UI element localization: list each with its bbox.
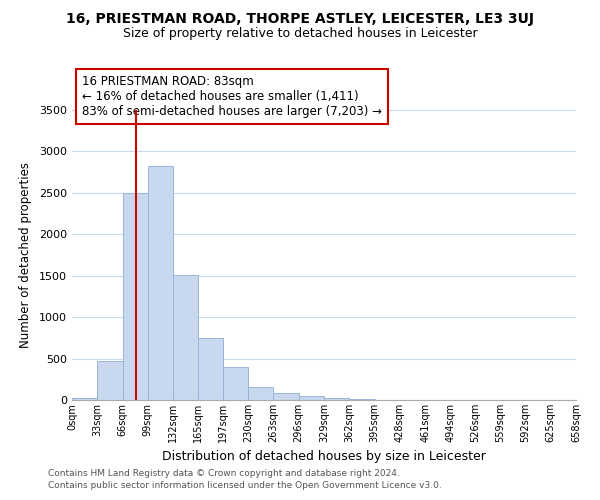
Bar (199, 338, 223, 400)
Y-axis label: Number of detached properties: Number of detached properties (19, 162, 32, 348)
Bar (148, 166, 173, 400)
Bar (324, 398, 349, 400)
Bar (173, 275, 199, 400)
Bar (223, 368, 248, 400)
Bar (122, 193, 148, 400)
Bar (274, 392, 299, 400)
Bar (72, 398, 97, 400)
Text: 16 PRIESTMAN ROAD: 83sqm
← 16% of detached houses are smaller (1,411)
83% of sem: 16 PRIESTMAN ROAD: 83sqm ← 16% of detach… (82, 75, 382, 118)
Text: Contains public sector information licensed under the Open Government Licence v3: Contains public sector information licen… (48, 481, 442, 490)
Bar (248, 387, 274, 400)
Bar (299, 396, 324, 400)
Text: Contains HM Land Registry data © Crown copyright and database right 2024.: Contains HM Land Registry data © Crown c… (48, 468, 400, 477)
Text: Size of property relative to detached houses in Leicester: Size of property relative to detached ho… (122, 28, 478, 40)
Bar (349, 399, 374, 400)
X-axis label: Distribution of detached houses by size in Leicester: Distribution of detached houses by size … (162, 450, 486, 464)
Text: 16, PRIESTMAN ROAD, THORPE ASTLEY, LEICESTER, LE3 3UJ: 16, PRIESTMAN ROAD, THORPE ASTLEY, LEICE… (66, 12, 534, 26)
Bar (97, 361, 122, 400)
